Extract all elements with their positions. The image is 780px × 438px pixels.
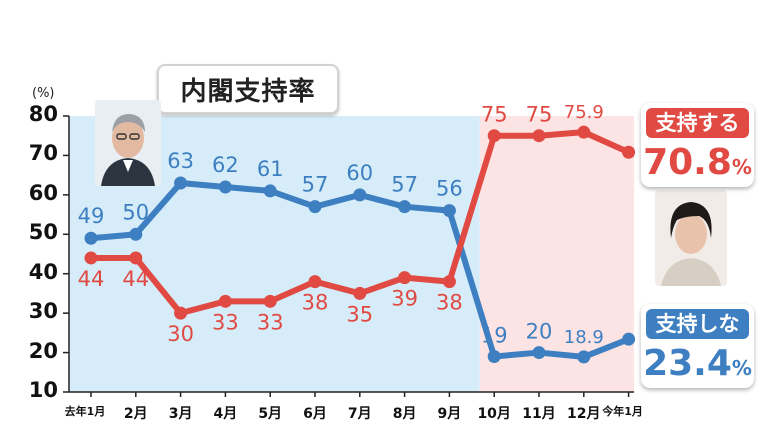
data-label: 60: [346, 161, 373, 185]
data-label: 20: [526, 320, 553, 344]
y-unit-label: (%): [32, 86, 55, 101]
nonsupport-callout-unit: %: [731, 356, 752, 380]
x-tick-label: 8月: [392, 406, 417, 422]
data-label: 19: [481, 324, 508, 348]
data-point: [398, 200, 412, 214]
support-callout-unit: %: [731, 155, 752, 179]
data-point: [577, 125, 591, 139]
data-point: [442, 204, 456, 218]
x-tick-label: 9月: [437, 406, 462, 422]
x-tick-label: 4月: [213, 406, 238, 422]
y-tick-label: 40: [28, 259, 58, 284]
data-point: [622, 145, 636, 159]
data-point: [174, 176, 188, 190]
data-label: 75: [481, 103, 508, 127]
data-point: [487, 350, 501, 364]
x-tick-label: 今年1月: [602, 405, 643, 418]
data-label: 38: [302, 291, 329, 315]
x-tick-label: 10月: [477, 406, 511, 422]
nonsupport-callout-value: 23.4: [643, 343, 732, 384]
prime-minister-portrait-right: [655, 190, 727, 286]
support-callout-value-wrap: 70.8%: [641, 143, 754, 187]
data-label: 62: [212, 153, 239, 177]
data-point: [129, 251, 143, 265]
y-tick-marks: [63, 115, 69, 393]
data-point: [353, 286, 367, 300]
background-period-right: [479, 116, 634, 392]
data-point: [308, 275, 322, 289]
data-point: [218, 180, 232, 194]
nonsupport-callout: 支持しない 23.4%: [641, 304, 754, 388]
data-point: [532, 346, 546, 360]
data-labels: 49 50 63 62 61 57 60 57 56 19 20 18.9 44 44 30 33 33 38 35…: [78, 102, 604, 348]
data-label: 49: [78, 204, 105, 228]
series-lines: [84, 125, 636, 364]
data-point: [84, 231, 98, 245]
data-point: [174, 306, 188, 320]
data-label: 50: [122, 200, 149, 224]
support-callout-label: 支持する: [646, 108, 749, 138]
nonsupport-callout-value-wrap: 23.4%: [641, 344, 754, 388]
x-tick-label: 3月: [168, 406, 193, 422]
data-label: 63: [167, 149, 194, 173]
data-label: 33: [257, 310, 284, 334]
x-tick-label: 5月: [258, 406, 283, 422]
data-point: [487, 129, 501, 143]
data-label: 38: [436, 291, 463, 315]
support-callout-value: 70.8: [643, 142, 732, 183]
prime-minister-portrait-left: [95, 100, 161, 186]
data-point: [84, 251, 98, 265]
y-tick-label: 30: [28, 299, 58, 324]
data-point: [442, 275, 456, 289]
data-point: [622, 332, 636, 346]
y-tick-label: 60: [28, 180, 58, 205]
x-tick-label: 7月: [347, 406, 372, 422]
data-label: 44: [122, 267, 149, 291]
y-tick-label: 50: [28, 220, 58, 245]
data-point: [398, 271, 412, 285]
data-point: [353, 188, 367, 202]
y-tick-label: 70: [28, 141, 58, 166]
data-point: [129, 227, 143, 241]
chart-title: 内閣支持率: [157, 64, 339, 114]
data-label: 39: [391, 287, 418, 311]
data-label: 35: [346, 302, 373, 326]
data-label: 18.9: [564, 327, 604, 348]
support-callout: 支持する 70.8%: [641, 103, 754, 187]
data-point: [577, 350, 591, 364]
data-point: [218, 294, 232, 308]
x-tick-label: 11月: [522, 406, 556, 422]
data-label: 33: [212, 310, 239, 334]
y-tick-label: 10: [28, 378, 58, 402]
data-point: [263, 184, 277, 198]
y-tick-label: 20: [28, 338, 58, 363]
x-tick-label: 6月: [303, 406, 327, 422]
data-point: [308, 200, 322, 214]
data-label: 30: [167, 322, 194, 346]
x-tick-label: 去年1月: [64, 405, 106, 418]
data-label: 75: [526, 103, 553, 127]
data-point: [532, 129, 546, 143]
data-point: [263, 294, 277, 308]
y-tick-label: 80: [28, 102, 58, 126]
nonsupport-callout-label: 支持しない: [646, 309, 749, 366]
data-label: 57: [302, 173, 329, 197]
x-tick-label: 2月: [123, 406, 148, 422]
x-tick-label: 12月: [567, 406, 601, 422]
data-label: 56: [436, 177, 463, 201]
data-label: 61: [257, 157, 284, 181]
data-label: 44: [78, 267, 105, 291]
x-tick-marks: [90, 392, 630, 397]
data-label: 57: [391, 173, 418, 197]
data-label: 75.9: [564, 102, 604, 123]
